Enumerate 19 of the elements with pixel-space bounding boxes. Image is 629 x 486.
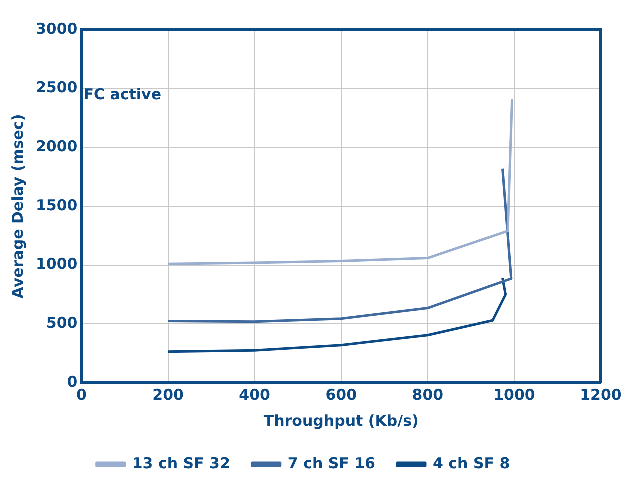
legend-label: 13 ch SF 32 — [132, 454, 230, 472]
y-tick-label: 2000 — [36, 138, 78, 156]
y-tick-label: 3000 — [36, 20, 78, 38]
x-tick-label: 200 — [152, 386, 184, 404]
y-tick-label: 1000 — [36, 255, 78, 274]
y-tick-label: 0 — [67, 372, 78, 391]
x-tick-label: 1000 — [494, 386, 536, 404]
y-axis-title: Average Delay (msec) — [8, 114, 27, 299]
annotation: FC active — [84, 85, 162, 104]
y-tick-label: 2500 — [36, 78, 78, 97]
y-tick-label: 1500 — [36, 196, 78, 214]
x-axis-title: Throughput (Kb/s) — [264, 412, 419, 430]
x-tick-label: 400 — [239, 386, 270, 404]
y-tick-label: 500 — [46, 314, 78, 332]
x-tick-label: 1200 — [580, 386, 622, 404]
legend-label: 4 ch SF 8 — [432, 454, 510, 472]
x-tick-label: 800 — [412, 386, 444, 404]
x-tick-label: 600 — [326, 386, 358, 404]
legend-label: 7 ch SF 16 — [288, 454, 376, 472]
